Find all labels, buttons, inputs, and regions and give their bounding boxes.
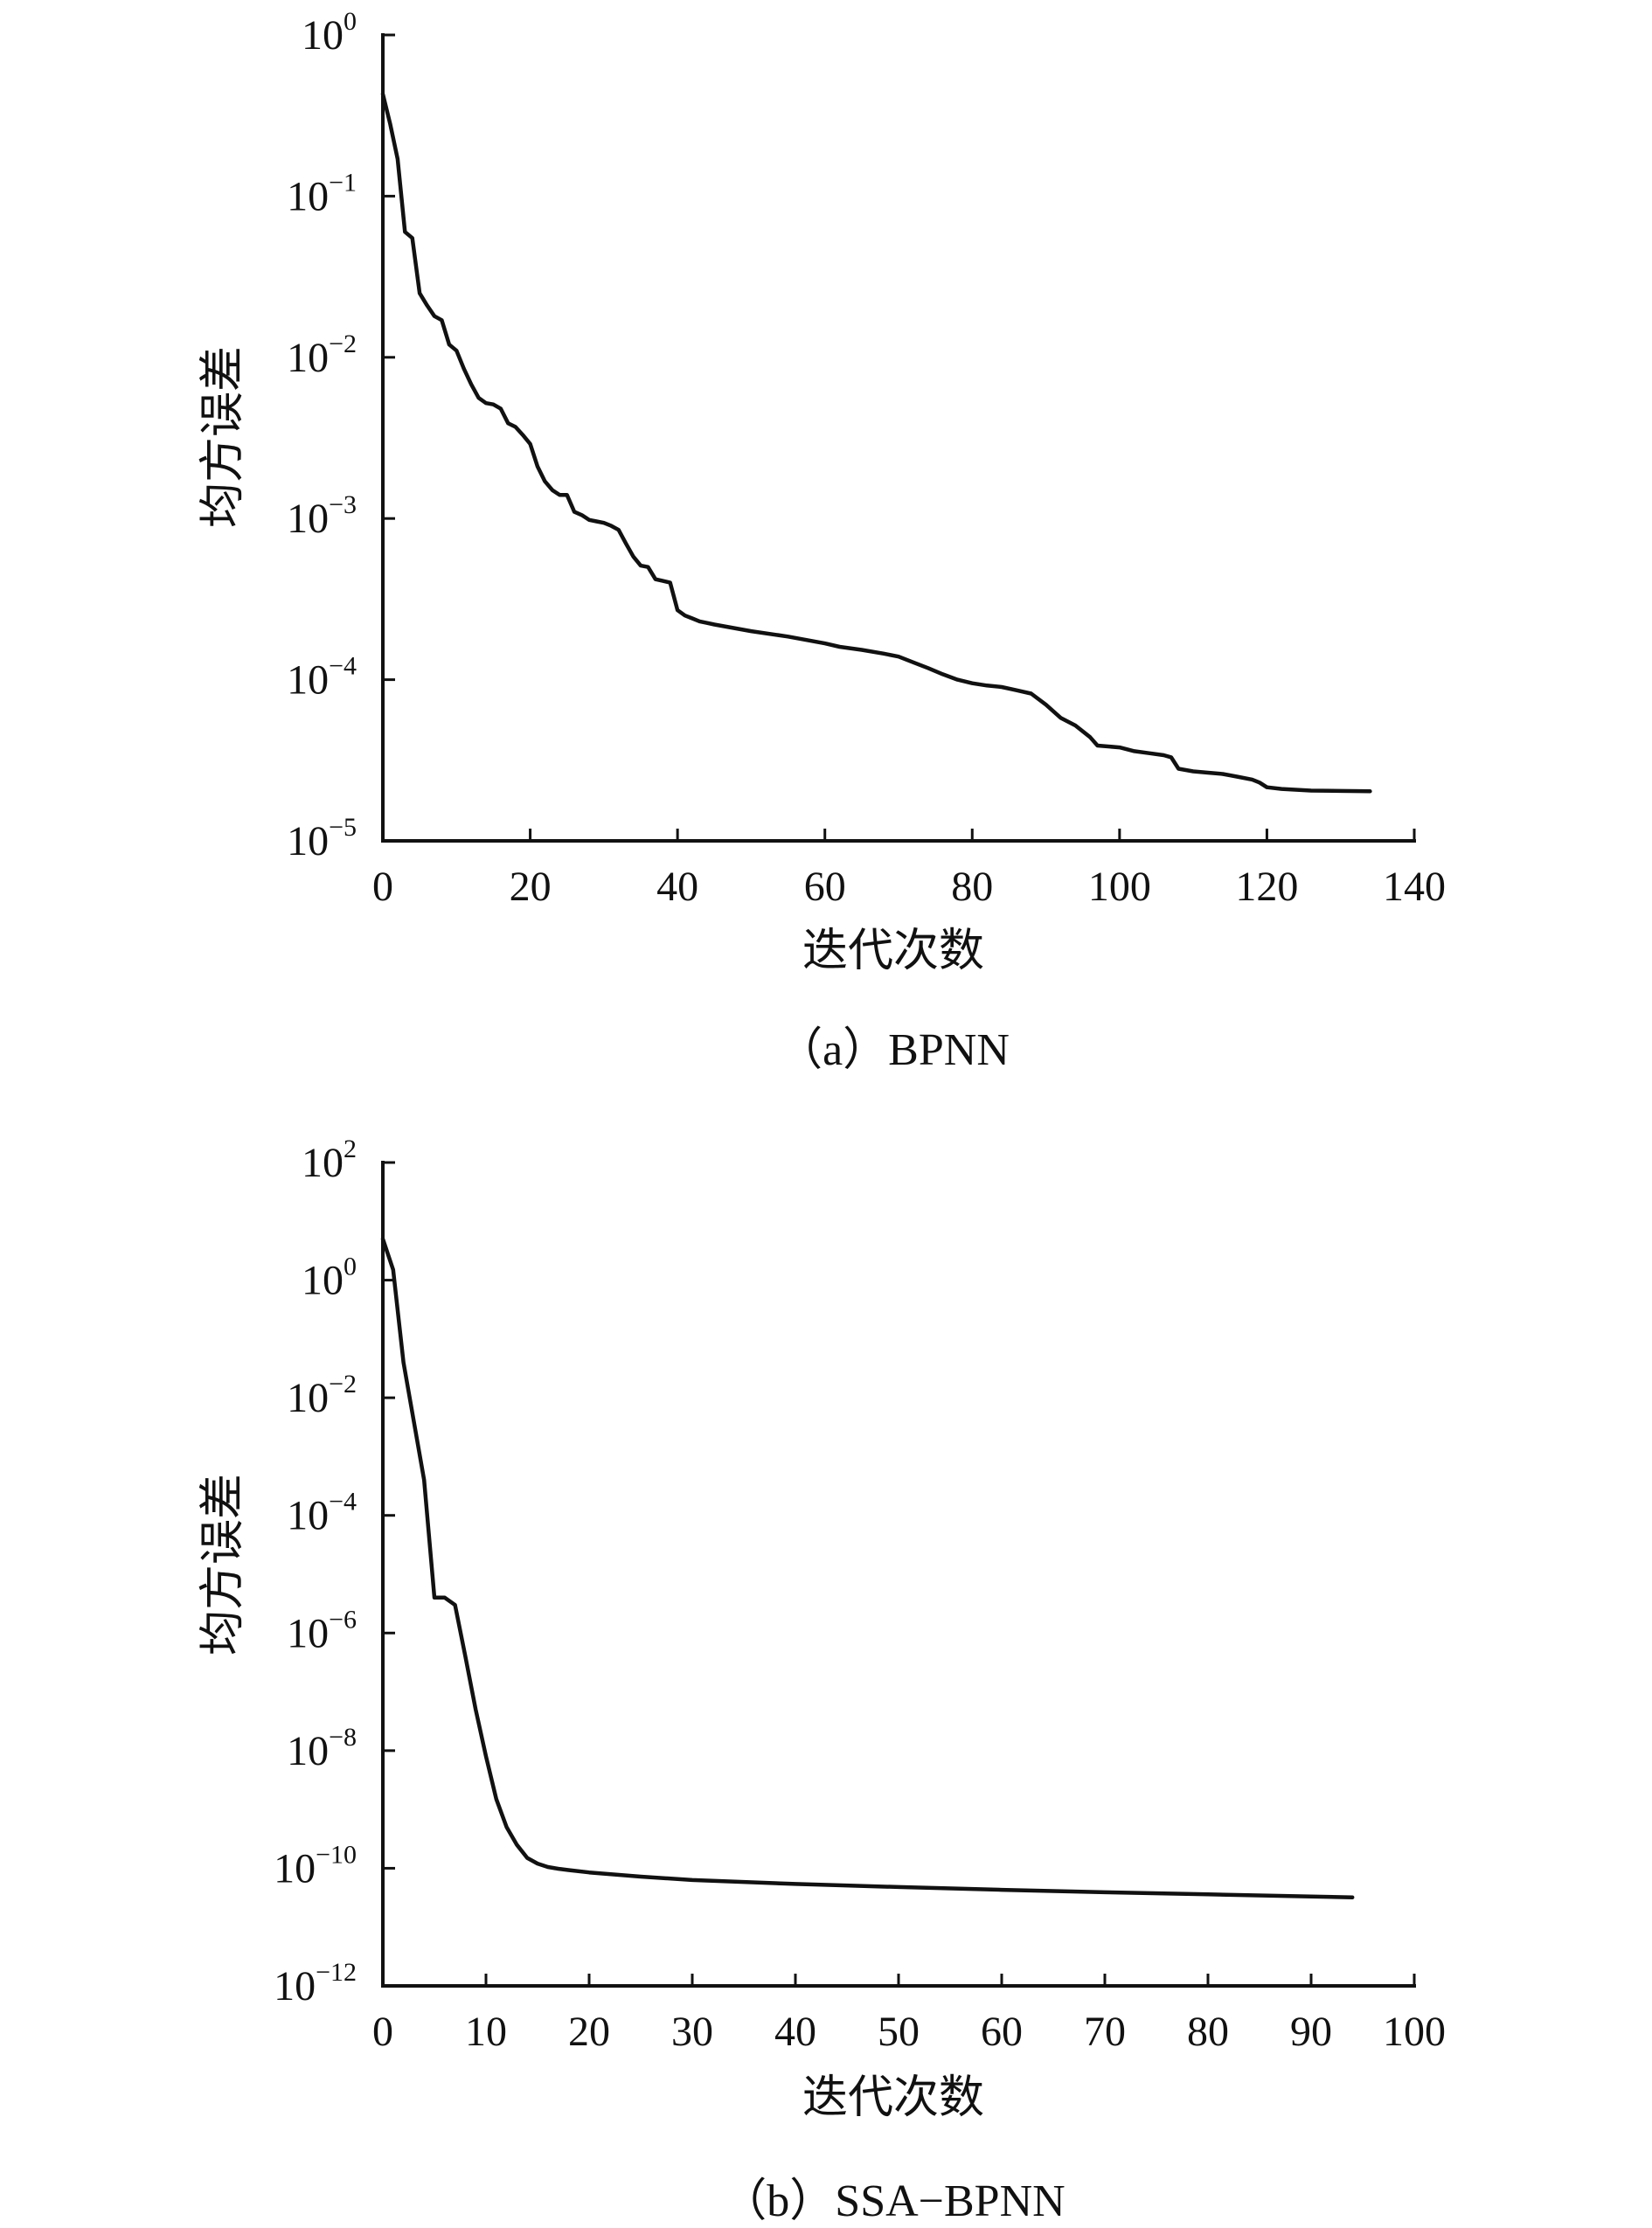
chart-b-x-axis-title: 迭代次数	[802, 2073, 984, 2123]
y-tick-label: 100	[302, 1253, 357, 1304]
x-tick-label: 10	[465, 2009, 507, 2055]
x-tick-label: 80	[951, 864, 993, 910]
x-tick-label: 20	[568, 2009, 610, 2055]
x-tick-label: 0	[372, 864, 393, 910]
x-tick-label: 140	[1383, 864, 1446, 910]
x-tick-label: 20	[510, 864, 552, 910]
chart-b: 102 100 10−2 10−4 10−6 10−8 10−10 10−12 0 10 20 30…	[198, 1135, 1446, 2226]
y-tick-label: 10−5	[287, 813, 357, 864]
y-tick-label: 102	[302, 1135, 357, 1186]
x-tick-label: 90	[1290, 2009, 1332, 2055]
series-line	[380, 1237, 1355, 1899]
y-tick-label: 10−4	[287, 652, 357, 704]
y-tick-label: 100	[302, 7, 357, 59]
chart-a-caption: （a）BPNN	[777, 1025, 1010, 1075]
x-tick-label: 70	[1084, 2009, 1126, 2055]
y-tick-label: 10−2	[287, 330, 357, 381]
chart-a-y-ticks: 100 10−1 10−2 10−3 10−4 10−5	[287, 7, 395, 864]
x-tick-label: 60	[981, 2009, 1023, 2055]
chart-b-x-ticks: 0 10 20 30 40 50 60 70 80 90 100	[372, 1974, 1446, 2055]
chart-a-y-axis-title: 均方误差	[198, 346, 248, 528]
x-tick-label: 50	[878, 2009, 920, 2055]
x-tick-label: 40	[774, 2009, 816, 2055]
x-tick-label: 100	[1088, 864, 1151, 910]
x-tick-label: 100	[1383, 2009, 1446, 2055]
chart-a-x-ticks: 0 20 40 60 80 100 120 140	[372, 829, 1446, 910]
x-tick-label: 80	[1187, 2009, 1229, 2055]
x-tick-label: 30	[671, 2009, 713, 2055]
y-tick-label: 10−12	[274, 1958, 357, 2009]
chart-b-y-ticks: 102 100 10−2 10−4 10−6 10−8 10−10 10−12	[274, 1135, 395, 2009]
y-tick-label: 10−4	[287, 1488, 357, 1539]
y-tick-label: 10−6	[287, 1605, 357, 1656]
chart-b-caption: （b）SSA−BPNN	[721, 2176, 1065, 2226]
chart-a: 100 10−1 10−2 10−3 10−4 10−5 0 20 40 60 80 100 120 1…	[198, 7, 1446, 1075]
y-tick-label: 10−2	[287, 1370, 357, 1421]
y-tick-label: 10−3	[287, 490, 357, 542]
y-tick-label: 10−10	[274, 1840, 357, 1891]
y-tick-label: 10−1	[287, 168, 357, 219]
x-tick-label: 60	[804, 864, 846, 910]
x-tick-label: 40	[656, 864, 698, 910]
y-tick-label: 10−8	[287, 1723, 357, 1774]
chart-a-x-axis-title: 迭代次数	[802, 927, 984, 976]
x-tick-label: 120	[1235, 864, 1298, 910]
x-tick-label: 0	[372, 2009, 393, 2055]
chart-b-y-axis-title: 均方误差	[198, 1474, 248, 1655]
series-line	[380, 92, 1372, 794]
chart-a-plot	[380, 33, 1416, 843]
chart-b-plot	[380, 1161, 1416, 1988]
